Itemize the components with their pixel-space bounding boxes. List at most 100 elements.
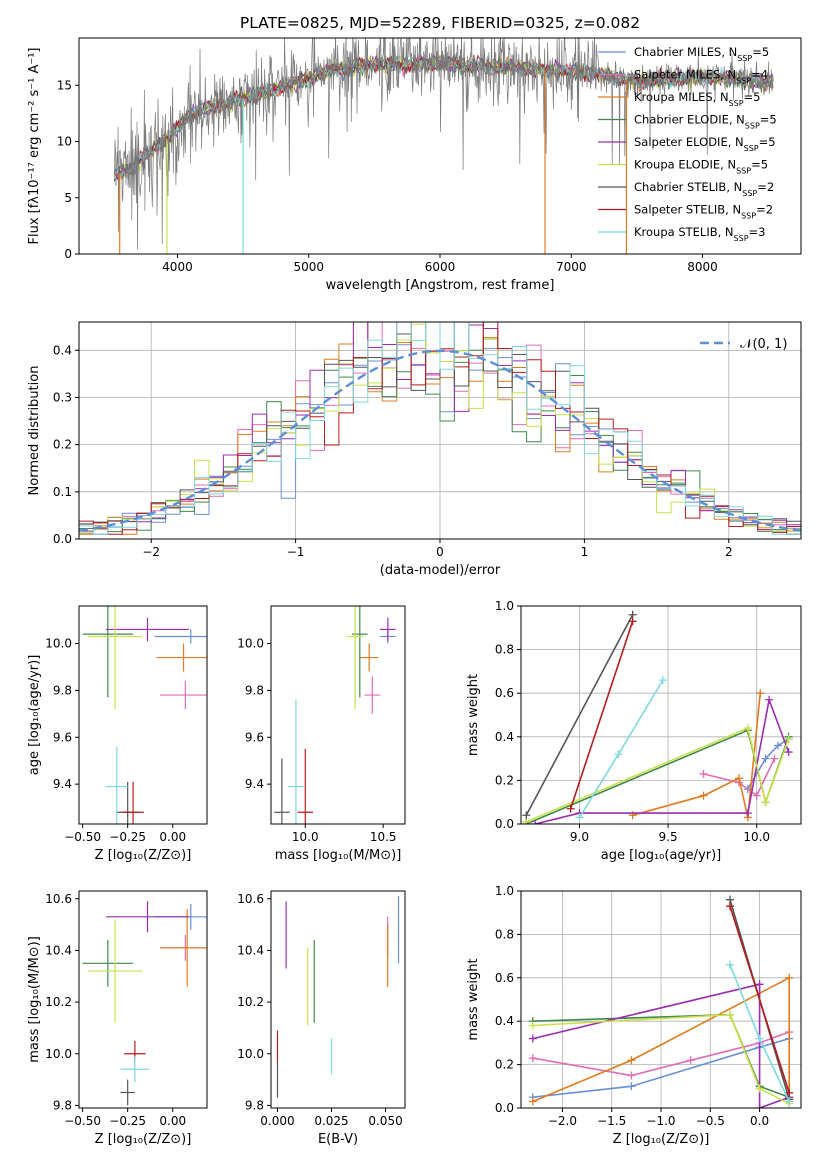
y-tick-label: 0.4 bbox=[495, 1014, 514, 1028]
weight-point-marker bbox=[627, 1056, 636, 1065]
spectrum-legend: Chabrier MILES, NSSP=5 Salpeter MILES, NS… bbox=[598, 45, 777, 243]
x-tick-label: 8000 bbox=[687, 260, 718, 274]
x-tick-label: 9.5 bbox=[659, 830, 678, 844]
panel-mass_vs_Z: −0.50 −0.25 0.00 9.8 10.0 10.2 10.4 10.6 Z [log₁… bbox=[27, 890, 208, 1147]
weight-point-marker bbox=[566, 804, 575, 813]
x-axis-label: wavelength [Angstrom, rest frame] bbox=[326, 278, 555, 293]
weight-point-marker bbox=[531, 820, 540, 824]
axes-frame bbox=[78, 605, 208, 825]
y-tick-label: 1.0 bbox=[495, 599, 514, 613]
y-tick-label: 1.0 bbox=[495, 884, 514, 898]
y-tick-label: 10 bbox=[57, 135, 72, 149]
x-tick-label: −0.5 bbox=[696, 1114, 725, 1128]
y-axis-label: mass weight bbox=[466, 674, 481, 756]
axes-frame bbox=[270, 605, 406, 825]
weight-point-marker bbox=[755, 1104, 764, 1108]
y-tick-label: 9.6 bbox=[53, 730, 72, 744]
panel-mass_vs_ebv: 0.000 0.025 0.050 9.8 10.0 10.2 10.4 10.6 E(B-V) bbox=[237, 890, 406, 1147]
weight-series-line bbox=[525, 614, 634, 816]
x-axis-label: (data-model)/error bbox=[380, 563, 501, 578]
weight-point-marker bbox=[761, 754, 770, 763]
y-tick-label: 0.8 bbox=[495, 643, 514, 657]
plot-area bbox=[274, 606, 396, 824]
histogram-step bbox=[79, 322, 801, 535]
weight-point-marker bbox=[773, 741, 782, 750]
y-tick-label: 10.4 bbox=[45, 943, 72, 957]
x-tick-label: 7000 bbox=[556, 260, 587, 274]
plot-area bbox=[82, 901, 207, 1106]
x-axis-label: mass [log₁₀(M/M⊙)] bbox=[275, 848, 402, 863]
weight-series-line bbox=[532, 1013, 790, 1105]
y-tick-label: 9.8 bbox=[53, 1098, 72, 1112]
x-tick-label: −1.5 bbox=[597, 1114, 626, 1128]
plot-area bbox=[276, 896, 400, 1098]
y-tick-label: 9.6 bbox=[245, 730, 264, 744]
y-tick-label: 0.2 bbox=[495, 773, 514, 787]
weight-point-marker bbox=[528, 1021, 537, 1030]
panel-age_vs_mass: 10.0 10.5 9.4 9.6 9.8 10.0 mass [log₁₀(M/M⊙)] bbox=[237, 605, 406, 863]
y-tick-label: 10.2 bbox=[237, 995, 264, 1009]
y-tick-label: 9.8 bbox=[245, 683, 264, 697]
legend-entry: Salpeter STELIB, NSSP=2 bbox=[634, 203, 773, 221]
y-tick-label: 9.4 bbox=[53, 777, 72, 791]
weight-point-marker bbox=[628, 617, 637, 626]
x-axis-label: E(B-V) bbox=[318, 1132, 358, 1147]
x-tick-label: 0 bbox=[436, 545, 444, 559]
y-tick-label: 10.2 bbox=[45, 995, 72, 1009]
x-axis-label: Z [log₁₀(Z/Z⊙)] bbox=[613, 1132, 710, 1147]
weight-point-marker bbox=[784, 748, 793, 757]
weight-point-marker bbox=[743, 724, 752, 733]
y-tick-label: 0.4 bbox=[495, 730, 514, 744]
legend-entry: Chabrier MILES, NSSP=5 bbox=[634, 45, 769, 63]
weight-point-marker bbox=[734, 774, 743, 783]
y-tick-label: 9.4 bbox=[245, 777, 264, 791]
x-tick-label: 2 bbox=[725, 545, 733, 559]
y-tick-label: 0.8 bbox=[495, 927, 514, 941]
x-tick-label: −0.50 bbox=[64, 1114, 101, 1128]
figure-title: PLATE=0825, MJD=52289, FIBERID=0325, z=0… bbox=[240, 14, 640, 32]
legend-entry: Chabrier ELODIE, NSSP=5 bbox=[634, 113, 777, 131]
x-tick-label: 10.0 bbox=[292, 830, 319, 844]
x-tick-label: 0.0 bbox=[750, 1114, 769, 1128]
y-tick-label: 15 bbox=[57, 78, 72, 92]
y-tick-label: 0.0 bbox=[495, 817, 514, 831]
panel-age_vs_Z: −0.50 −0.25 0.00 9.4 9.6 9.8 10.0 Z [log₁₀(Z/Z⊙… bbox=[27, 605, 208, 863]
y-tick-label: 10.6 bbox=[237, 892, 264, 906]
weight-point-marker bbox=[575, 813, 584, 822]
legend-entry: Salpeter ELODIE, NSSP=5 bbox=[634, 135, 776, 153]
x-tick-label: −0.25 bbox=[109, 830, 146, 844]
weight-point-marker bbox=[614, 750, 623, 759]
weight-point-marker bbox=[743, 809, 752, 818]
y-tick-label: 10.0 bbox=[45, 1047, 72, 1061]
plot-area bbox=[522, 610, 793, 824]
weight-point-marker bbox=[755, 1084, 764, 1093]
weight-point-marker bbox=[761, 798, 770, 807]
x-tick-label: 0.025 bbox=[314, 1114, 348, 1128]
x-tick-label: −0.25 bbox=[109, 1114, 146, 1128]
weight-point-marker bbox=[752, 791, 761, 800]
weight-point-marker bbox=[686, 1056, 695, 1065]
y-axis-label: Normed distribution bbox=[27, 366, 42, 496]
x-tick-label: −0.50 bbox=[64, 830, 101, 844]
x-tick-label: 10.5 bbox=[370, 830, 397, 844]
x-tick-label: −2.0 bbox=[548, 1114, 577, 1128]
weight-point-marker bbox=[726, 1010, 735, 1019]
y-tick-label: 0.2 bbox=[53, 438, 72, 452]
weight-series-line bbox=[703, 758, 776, 797]
axes-frame bbox=[270, 890, 406, 1109]
y-tick-label: 0.3 bbox=[53, 390, 72, 404]
y-tick-label: 0.4 bbox=[53, 343, 72, 357]
x-tick-label: 0.00 bbox=[159, 830, 186, 844]
weight-point-marker bbox=[522, 811, 531, 820]
panel-spectrum: 4000 5000 6000 7000 8000 0 5 10 15 wavelength [An… bbox=[27, 37, 802, 293]
weight-series-line bbox=[632, 693, 761, 818]
y-tick-label: 0.6 bbox=[495, 971, 514, 985]
y-tick-label: 0 bbox=[64, 247, 72, 261]
x-tick-label: −1.0 bbox=[646, 1114, 675, 1128]
x-tick-label: 4000 bbox=[162, 260, 193, 274]
y-tick-label: 5 bbox=[64, 191, 72, 205]
weight-point-marker bbox=[627, 1082, 636, 1091]
plot-area bbox=[113, 38, 774, 254]
y-tick-label: 10.4 bbox=[237, 943, 264, 957]
